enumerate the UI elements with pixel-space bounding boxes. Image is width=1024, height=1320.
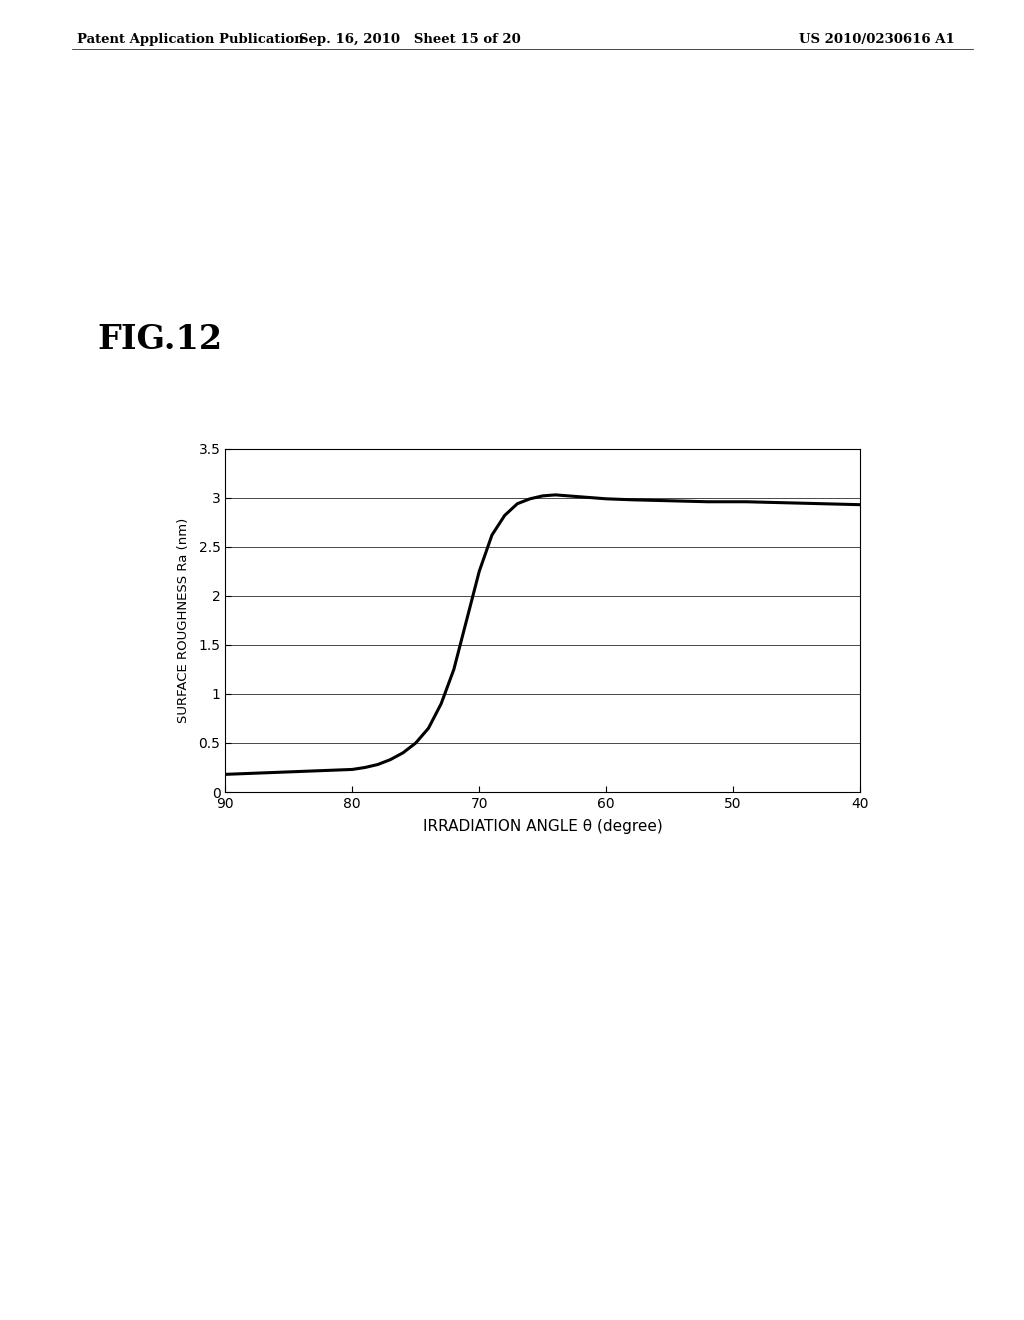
- X-axis label: IRRADIATION ANGLE θ (degree): IRRADIATION ANGLE θ (degree): [423, 820, 663, 834]
- Text: US 2010/0230616 A1: US 2010/0230616 A1: [799, 33, 954, 46]
- Y-axis label: SURFACE ROUGHNESS Ra (nm): SURFACE ROUGHNESS Ra (nm): [177, 517, 190, 723]
- Text: Sep. 16, 2010   Sheet 15 of 20: Sep. 16, 2010 Sheet 15 of 20: [299, 33, 520, 46]
- Text: Patent Application Publication: Patent Application Publication: [77, 33, 303, 46]
- Text: FIG.12: FIG.12: [97, 323, 222, 356]
